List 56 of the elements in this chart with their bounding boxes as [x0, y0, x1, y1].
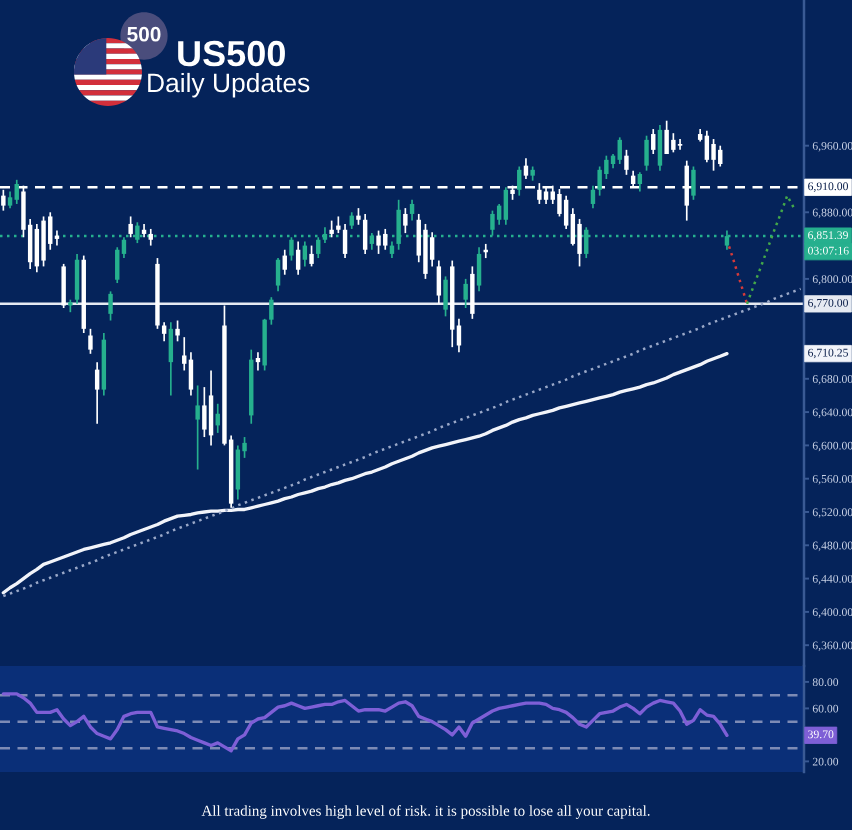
candlestick [624, 149, 629, 176]
candlestick [463, 278, 468, 309]
candlestick [235, 444, 241, 501]
candlestick [275, 257, 281, 293]
text: Daily Updates [148, 72, 310, 98]
candlestick [175, 319, 180, 343]
candlestick [208, 369, 214, 447]
candlestick [677, 138, 683, 151]
candlestick [88, 328, 93, 355]
candlestick [342, 223, 348, 259]
candlestick [295, 240, 301, 276]
candlestick [664, 119, 669, 155]
candlestick [309, 244, 314, 268]
candlestick [657, 124, 663, 172]
candlestick [644, 134, 649, 172]
line-series [1, 351, 729, 595]
candlestick [269, 296, 274, 326]
candlestick [188, 351, 194, 397]
line-series [2, 287, 802, 598]
candlestick [517, 165, 522, 197]
candlestick [202, 386, 207, 438]
text: US500 [178, 40, 285, 67]
candlestick [41, 215, 46, 268]
candlestick [617, 136, 622, 165]
candlestick [14, 178, 19, 205]
annotation: 500 [127, 26, 161, 42]
candlestick [262, 318, 267, 372]
candlestick [168, 321, 174, 397]
candlestick [94, 361, 100, 425]
candlestick [637, 171, 643, 193]
candlestick [651, 128, 656, 155]
candlestick [671, 132, 676, 154]
candlestick [470, 265, 475, 320]
line-series [745, 194, 796, 306]
line-series [1, 692, 729, 753]
candlestick [409, 198, 415, 222]
candlestick [443, 275, 448, 318]
candlestick [704, 129, 710, 164]
candlestick [108, 290, 113, 322]
candlestick [128, 215, 133, 239]
candlestick [195, 384, 200, 471]
candlestick [711, 138, 716, 172]
candlestick [570, 207, 576, 247]
candlestick [376, 229, 381, 255]
candlestick [403, 207, 408, 234]
candlestick [74, 253, 80, 305]
candlestick [523, 157, 529, 180]
candlestick [503, 186, 509, 226]
candlestick [115, 246, 120, 284]
candlestick [476, 246, 482, 293]
candlestick [362, 213, 368, 255]
candlestick [383, 228, 388, 251]
candlestick [61, 263, 66, 309]
candlestick [691, 165, 696, 201]
candlestick [429, 231, 435, 268]
candlestick [436, 259, 442, 305]
